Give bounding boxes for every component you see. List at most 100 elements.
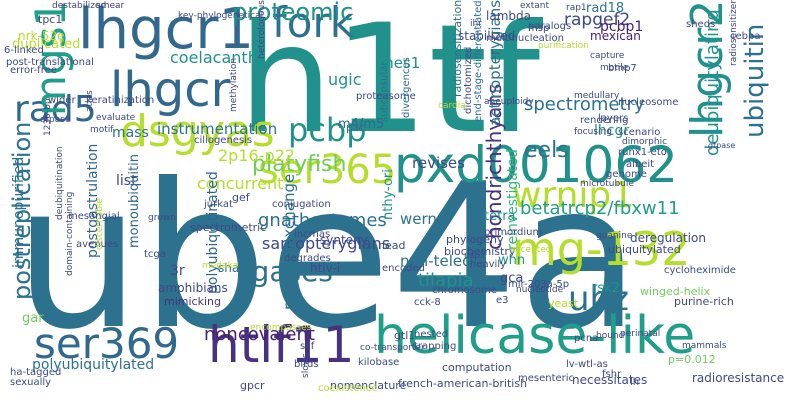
word-m4-m5: m4/m5	[338, 117, 385, 132]
word-deregulation: deregulation	[630, 231, 706, 245]
word-deubiquitylating: deubiquitylating	[702, 9, 723, 156]
word-ser369: ser369	[34, 319, 180, 368]
word-albeit: albeit	[626, 159, 655, 170]
word-monoubiquitin: monoubiquitin	[127, 154, 142, 248]
word-lh: lh	[630, 377, 640, 388]
word-sarcopterygians: sarcopterygians	[262, 234, 391, 253]
word-evaluate: evaluate	[96, 113, 136, 123]
word-synteny: synteny	[320, 233, 368, 247]
word-encompasses: encompasses	[250, 323, 312, 333]
word-proteomexchange: proteomexchange	[280, 173, 298, 310]
word-htlv-i: htlv-i	[310, 261, 341, 275]
word-pxd001062: pxd001062	[394, 136, 678, 194]
word-grown: grown	[148, 213, 176, 223]
word-smear: smear	[96, 1, 125, 11]
word-rad5: rad5	[14, 89, 97, 130]
word-3r: 3r	[170, 263, 185, 279]
word-gtl1: gtl1	[394, 329, 416, 342]
word-domain-containing: domain-containing	[65, 191, 75, 276]
word-werner: werner	[400, 210, 453, 228]
word-mammals: mammals	[682, 341, 727, 351]
word-immunopurified: immunopurified	[11, 156, 27, 268]
word-focusing: focusing	[574, 127, 612, 137]
word-duplicated: duplicated	[12, 37, 81, 52]
word-post-translational: post-translational	[6, 57, 94, 68]
word-gar: gar	[22, 311, 44, 326]
word-avenues: avenues	[76, 239, 119, 250]
word-bound: bound	[596, 331, 625, 341]
word-chromosome: chromosome	[432, 285, 497, 296]
word-h1tf: h1tf	[238, 0, 541, 167]
word-polyubiquitylated: polyubiquitylated	[32, 357, 155, 373]
word-atpase: atpase	[40, 115, 71, 125]
word-destabilized: destabilized	[52, 1, 107, 11]
word-2p16-p22: 2p16-p22	[218, 146, 295, 165]
word-perinatal: perinatal	[620, 329, 661, 339]
word-atlas: atlas	[85, 90, 95, 112]
word-sexually: sexually	[10, 377, 52, 388]
word-accepted: accepted	[510, 245, 552, 255]
word-ube4a: ube4a	[14, 141, 641, 374]
word-gca: gca	[500, 271, 524, 286]
word-shaft: shaft	[218, 261, 248, 275]
word-nested: nested	[414, 329, 449, 340]
word-ligases: ligases	[236, 255, 333, 288]
word-gtpase: gtpase	[708, 141, 736, 150]
word-conjugation: conjugation	[272, 199, 331, 210]
word-medullary: medullary	[574, 91, 620, 101]
word-biochemistry: biochemistry	[444, 245, 516, 258]
word-mesangial: mesangial	[68, 211, 120, 222]
word-purification: purification	[538, 41, 589, 51]
word-scenario: scenario	[618, 127, 661, 138]
word-winged-helix: winged-helix	[640, 285, 711, 298]
word-mimicking: mimicking	[164, 295, 221, 308]
word-gnathostomes: gnathostomes	[258, 210, 387, 231]
word-wider: wider	[48, 95, 76, 106]
word-platyfish: platyfish	[252, 152, 347, 177]
word-6-linked: 6-linked	[4, 45, 44, 56]
word-purine-rich: purine-rich	[674, 295, 734, 308]
word-paralogs: paralogs	[528, 21, 572, 32]
word-computation: computation	[442, 361, 512, 374]
word-nrk-52e: nrk-52e	[18, 29, 65, 43]
word-e3: e3	[496, 295, 509, 306]
word-discernable: discernable	[95, 198, 105, 250]
word-birds: birds	[294, 359, 319, 370]
word-kilobase: kilobase	[358, 357, 400, 368]
word-cebpa: cebpa	[730, 31, 761, 42]
word-noncovalent: noncovalent	[204, 324, 315, 345]
word-guanine: guanine	[596, 231, 633, 241]
word-ihr: ihr	[470, 19, 482, 29]
word-methylation: methylation	[229, 57, 239, 112]
word-motif: motif	[90, 125, 114, 135]
word-helicase-like: helicase-like	[374, 306, 696, 366]
word-scf: scf	[300, 341, 315, 352]
word-radiosensitization: radiosensitization	[451, 0, 464, 98]
word-ches1: ches1	[376, 54, 421, 72]
word-rsk2: rsk2	[592, 281, 620, 296]
word-cardia: cardia	[438, 101, 466, 111]
word-sheds: sheds	[686, 19, 716, 30]
word-extant: extant	[520, 1, 549, 11]
word-keratinization: keratinization	[86, 95, 155, 106]
word-fork: fork	[272, 0, 355, 47]
word-gef: gef	[232, 191, 250, 204]
word-pac: pac	[346, 121, 366, 134]
word-cck-8: cck-8	[414, 297, 441, 308]
word-mass: mass	[112, 125, 149, 141]
word-amphibians: amphibians	[158, 281, 228, 295]
word-error-free: error-free	[10, 65, 57, 76]
word-nthy-ori: nthy-ori	[381, 169, 396, 220]
word-mexican: mexican	[590, 29, 641, 43]
word-pcbp1: pcbp1	[600, 19, 644, 35]
word-betatrcp2-fbxw11: betatrcp2/fbxw11	[520, 198, 680, 219]
word-heavily: heavily	[470, 259, 507, 270]
word-slows: slows	[301, 353, 311, 378]
word-1230-bp: 1230-bp	[43, 98, 53, 136]
word-phylogeny: phylogeny	[446, 233, 504, 246]
word-subcapsular: subcapsular	[379, 61, 390, 122]
word-non-teleost: non-teleost	[400, 252, 485, 270]
word-lhcgr: lhcgr	[594, 123, 630, 139]
word-necessitates: necessitates	[572, 373, 648, 387]
